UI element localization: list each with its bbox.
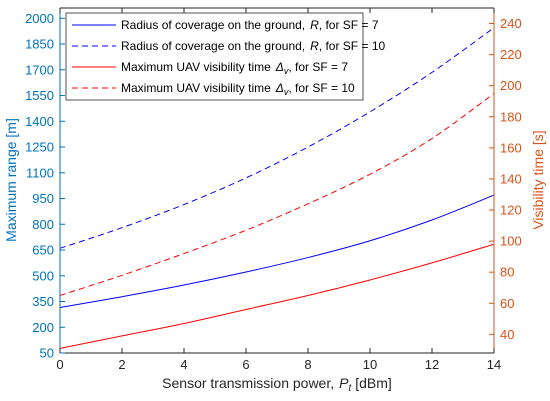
legend-label-symbol: R [310,39,319,53]
y-right-tick-label: 200 [500,78,522,93]
x-tick-label: 10 [363,357,377,372]
legend-label-suffix: , for SF = 7 [288,60,348,74]
y-left-tick-label: 350 [32,294,54,309]
y-right-tick-label: 100 [500,234,522,249]
series-line-4 [59,93,495,296]
y-right-tick-label: 220 [500,47,522,62]
y-right-tick-label: 80 [500,265,514,280]
legend-label-text: Radius of coverage on the ground, [121,18,305,32]
legend-entries: Radius of coverage on the ground, R, for … [72,18,385,97]
x-axis-label-symbol: P [339,375,349,391]
y-left-tick-label: 50 [40,346,54,361]
y-right-tick-label: 160 [500,140,522,155]
y-right-tick-label: 120 [500,203,522,218]
legend-label-subscript: v [284,87,289,97]
legend-label-2: Radius of coverage on the ground, R, for … [121,39,385,53]
y-left-tick-label: 1550 [25,88,54,103]
legend-label-text: Radius of coverage on the ground, [121,39,305,53]
y-left-tick-label: 200 [32,320,54,335]
right-axis-ticks: 40 60 80 100 120 140 160 180 200 220 240 [489,16,522,342]
legend: Radius of coverage on the ground, R, for … [65,12,385,101]
x-tick-label: 0 [56,357,63,372]
legend-label-symbol: Δ [275,81,284,95]
series-layer [59,27,495,349]
legend-label-4: Maximum UAV visibility time Δv, for SF = … [121,81,355,97]
legend-label-suffix: , for SF = 10 [319,39,386,53]
legend-box [65,12,364,101]
y-left-axis-label: Maximum range [m] [3,118,19,242]
legend-label-symbol: R [310,18,319,32]
legend-label-symbol: Δ [275,60,284,74]
legend-label-subscript: v [284,66,289,76]
y-right-axis-label: Visibility time [s] [530,130,546,229]
y-left-tick-label: 1850 [25,37,54,52]
series-line-3 [59,243,495,349]
x-axis-ticks: 0 2 4 6 8 10 12 14 [56,8,501,372]
y-left-tick-label: 950 [32,191,54,206]
legend-label-text: Maximum UAV visibility time [121,81,271,95]
x-tick-label: 4 [180,357,187,372]
y-right-tick-label: 140 [500,171,522,186]
series-line-1 [59,194,495,309]
legend-label-suffix: , for SF = 7 [319,18,379,32]
x-axis-label-subscript: t [348,383,352,394]
y-left-tick-label: 1400 [25,114,54,129]
y-right-tick-label: 240 [500,16,522,31]
y-right-tick-label: 60 [500,296,514,311]
left-axis-ticks: 50 200 350 500 650 800 950 1100 1250 1400 1550 1700… [25,11,65,361]
x-tick-label: 14 [487,357,501,372]
legend-label-3: Maximum UAV visibility time Δv, for SF = … [121,60,348,76]
y-left-tick-label: 500 [32,268,54,283]
legend-label-text: Maximum UAV visibility time [121,60,271,74]
series-line-2 [59,27,495,249]
legend-label-suffix: , for SF = 10 [288,81,355,95]
y-left-tick-label: 1700 [25,62,54,77]
x-tick-label: 6 [242,357,249,372]
y-left-tick-label: 1100 [26,165,54,180]
y-left-tick-label: 800 [32,217,54,232]
x-tick-label: 8 [304,357,311,372]
y-left-tick-label: 2000 [25,11,54,26]
legend-label-1: Radius of coverage on the ground, R, for … [121,18,379,32]
y-right-tick-label: 40 [500,327,514,342]
x-axis-label: Sensor transmission power, Pt [dBm] [162,375,392,394]
x-axis-label-prefix: Sensor transmission power, [162,375,334,391]
y-right-tick-label: 180 [500,109,522,124]
y-left-tick-label: 650 [32,243,54,258]
x-tick-label: 12 [425,357,439,372]
y-left-tick-label: 1250 [25,140,54,155]
x-axis-label-unit: [dBm] [355,375,392,391]
x-tick-label: 2 [118,357,125,372]
